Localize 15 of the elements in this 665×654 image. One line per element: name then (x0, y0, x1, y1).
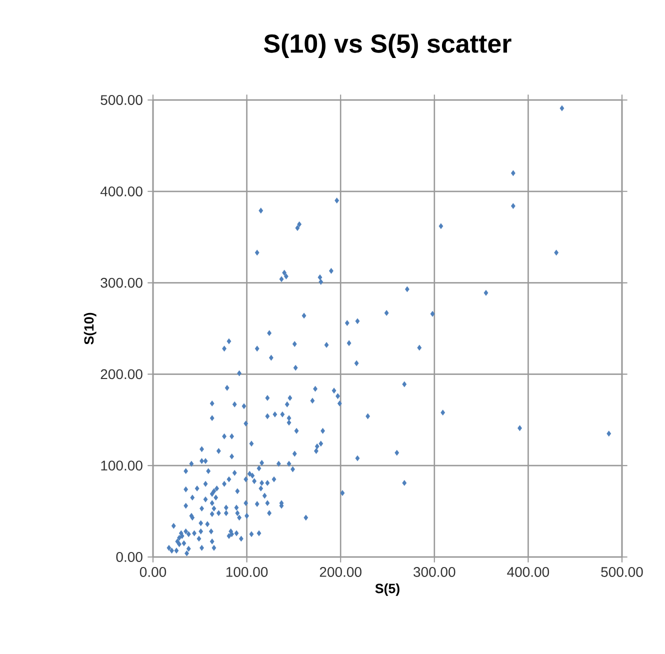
x-tick-label: 0.00 (140, 567, 166, 577)
y-tick-label: 300.00 (100, 278, 142, 288)
x-tick-label: 500.00 (601, 567, 643, 577)
x-axis-title: S(5) (375, 583, 400, 596)
y-tick-label: 200.00 (100, 369, 142, 380)
chart-title: S(10) vs S(5) scatter (264, 34, 512, 58)
x-tick-label: 100.00 (226, 567, 268, 577)
x-tick-label: 400.00 (507, 567, 550, 577)
y-tick-label: 400.00 (100, 186, 142, 196)
y-axis-title: S(10) (84, 312, 96, 344)
x-tick-label: 200.00 (320, 567, 362, 577)
x-tick-label: 300.00 (414, 567, 456, 577)
y-tick-label: 500.00 (100, 95, 142, 105)
y-tick-label: 0.00 (116, 552, 142, 562)
y-tick-label: 100.00 (101, 460, 142, 471)
